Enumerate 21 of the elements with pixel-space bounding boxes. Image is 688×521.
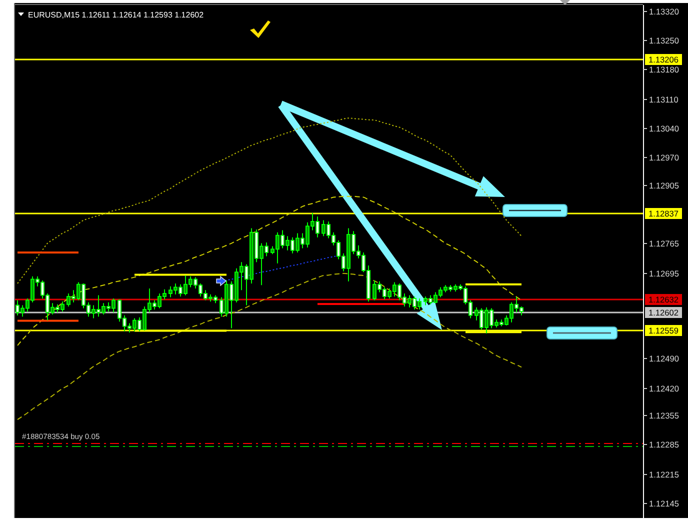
ref-line-label: 1.12602 — [648, 307, 679, 318]
y-tick-label: 1.13320 — [649, 6, 680, 16]
y-tick-label: 1.12765 — [649, 238, 680, 248]
y-tick-label: 1.13250 — [649, 35, 680, 46]
y-tick-label: 1.12695 — [649, 268, 680, 278]
y-tick-label: 1.12420 — [649, 383, 680, 394]
y-tick-label: 1.12490 — [649, 353, 680, 364]
y-tick-label: 1.12970 — [649, 152, 680, 162]
y-tick-label: 1.12145 — [649, 498, 680, 508]
y-tick-label: 1.13110 — [649, 94, 679, 104]
y-tick-label: 1.12215 — [649, 469, 680, 480]
y-tick-label: 1.13040 — [649, 123, 680, 134]
ref-line-label: 1.12837 — [648, 208, 679, 218]
ref-line-label: 1.12632 — [648, 294, 679, 304]
y-tick-label: 1.12905 — [649, 180, 680, 190]
ref-line-label: 1.13206 — [648, 54, 679, 64]
y-tick-label: 1.12355 — [649, 410, 680, 420]
text: EURUSD,M15 1.12611 1.12614 1.12593 1.12602 — [28, 10, 204, 20]
y-tick-label: 1.13180 — [649, 64, 680, 74]
y-tick-label: 1.12285 — [649, 439, 680, 450]
ref-line-label: 1.12559 — [648, 325, 679, 336]
